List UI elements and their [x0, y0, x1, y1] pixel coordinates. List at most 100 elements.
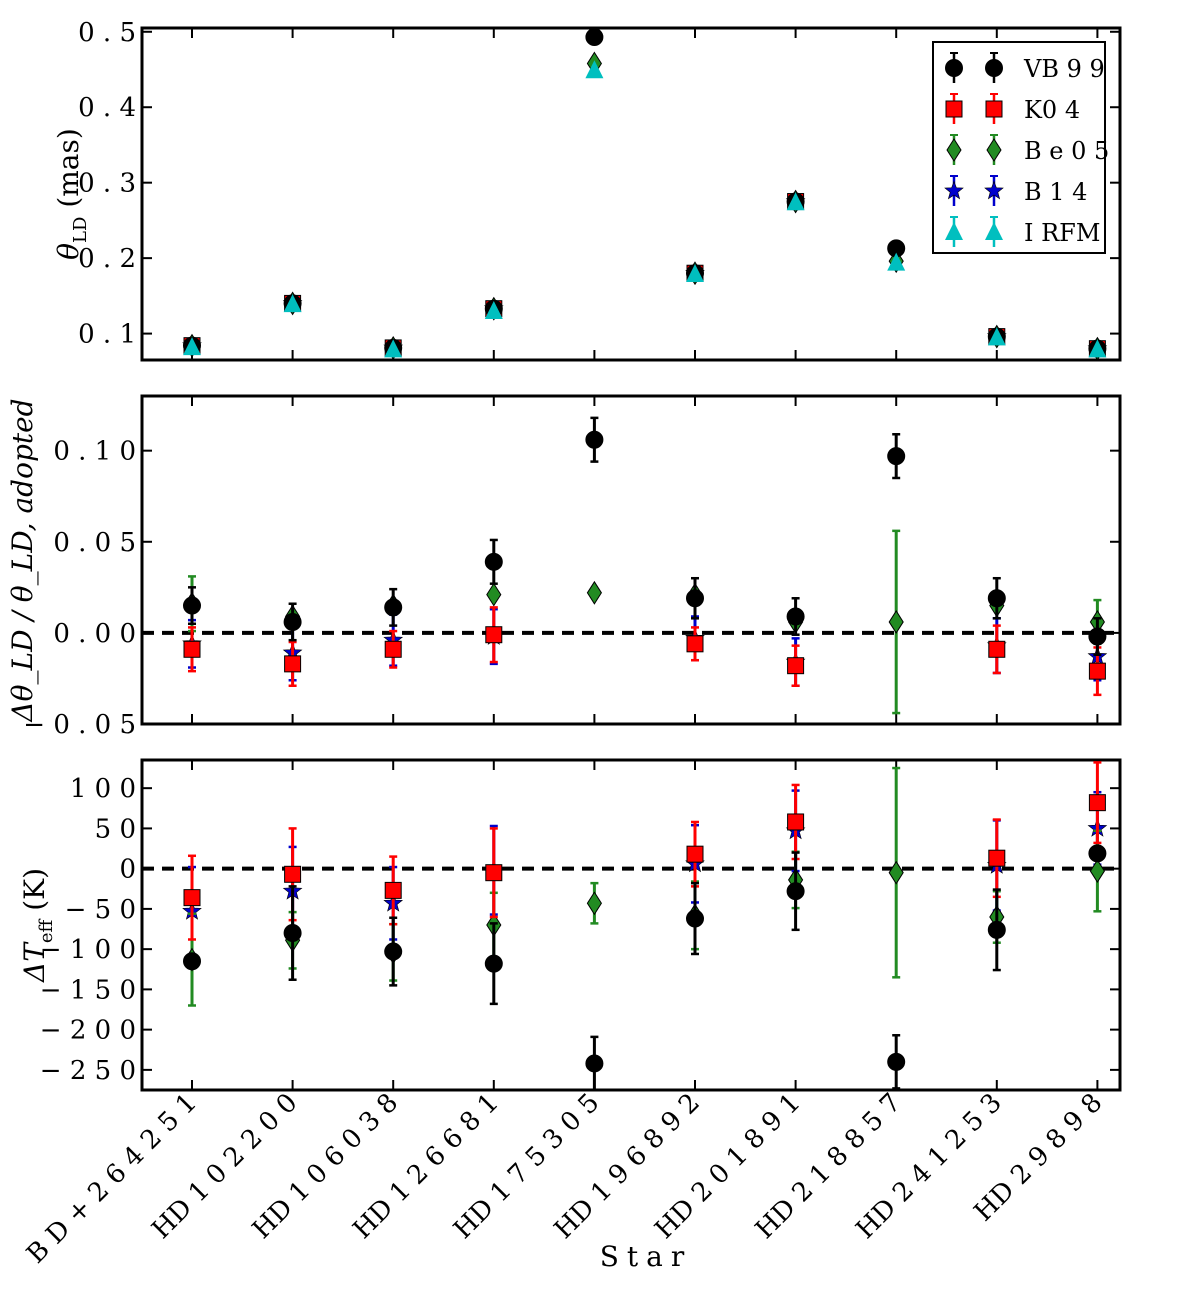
- dteff-y-tick-label: 0: [119, 855, 136, 885]
- dteff-panel: − 2 5 0 − 2 0 0 − 1 5 0 − 1 0 0 − 5 0 0 5 0 1 0…: [18, 758, 1122, 1092]
- theta-y-ticks: 0 . 1 0 . 2 0 . 3 0 . 4 0 . 5: [78, 18, 1120, 350]
- dteff-y-tick-label: − 2 5 0: [40, 1056, 136, 1086]
- dteff-point-vb99: [283, 924, 302, 943]
- theta-ylabel-main: θ: [52, 243, 85, 260]
- dtheta-y-ticks: − 0 . 0 5 0 . 0 0 0 . 0 5 0 . 1 0: [23, 437, 1120, 740]
- theta-point-irfm: [384, 339, 403, 358]
- legend-marker-be05: [946, 138, 962, 162]
- dtheta-point-k04: [686, 635, 704, 653]
- dtheta-series-be05: [184, 529, 1105, 715]
- dteff-point-vb99: [786, 882, 805, 901]
- dteff-point-k04: [787, 813, 805, 831]
- dtheta-point-k04: [1088, 662, 1106, 680]
- theta-axes-frame: [140, 26, 1122, 362]
- legend-label: B 1 4: [1024, 178, 1087, 206]
- dteff-ylabel-unit: (K): [18, 868, 51, 920]
- dteff-series-vb99: [183, 844, 1107, 1090]
- dtheta-axes-frame: [140, 394, 1122, 726]
- dtheta-plot-area: [142, 416, 1120, 715]
- theta-series-irfm: [183, 60, 1107, 358]
- dteff-point-vb99: [183, 952, 201, 971]
- legend-label: VB 9 9: [1023, 55, 1105, 83]
- legend-box: [932, 41, 1106, 254]
- dtheta-series-k04: [183, 606, 1106, 697]
- dtheta-point-vb99: [686, 589, 704, 608]
- dteff-point-k04: [686, 845, 704, 863]
- dteff-point-be05: [888, 860, 904, 885]
- theta-y-tick-label: 0 . 2: [78, 244, 136, 274]
- dtheta-y-axis-label: Δθ_LD / θ_LD, adopted: [6, 398, 39, 722]
- legend-marker-irfm: [985, 222, 1003, 240]
- dteff-x-ticks: [191, 760, 1099, 1090]
- legend-item-irfm: I RFM: [945, 216, 1100, 247]
- dteff-point-k04: [1088, 794, 1106, 812]
- legend-marker-k04: [985, 100, 1003, 118]
- theta-panel: 0 . 1 0 . 2 0 . 3 0 . 4 0 . 5 θLD (mas) VB 9…: [52, 18, 1122, 362]
- dteff-point-be05: [1089, 859, 1105, 884]
- theta-y-tick-label: 0 . 4: [78, 93, 136, 123]
- legend-marker-be05: [986, 138, 1002, 162]
- dtheta-point-k04: [183, 640, 201, 658]
- dtheta-panel: − 0 . 0 5 0 . 0 0 0 . 0 5 0 . 1 0 Δθ_LD / θ…: [6, 394, 1122, 740]
- theta-y-tick-label: 0 . 1: [78, 320, 136, 350]
- dtheta-point-k04: [284, 655, 302, 673]
- dteff-y-tick-label: − 1 5 0: [40, 975, 136, 1005]
- theta-y-tick-label: 0 . 5: [78, 18, 136, 48]
- dteff-axes-frame: [140, 758, 1122, 1092]
- dteff-series-b14: [182, 789, 1108, 957]
- dteff-y-tick-label: − 1 0 0: [40, 935, 136, 965]
- dtheta-y-tick-label: 0 . 1 0: [53, 437, 136, 467]
- dteff-plot-area: [142, 761, 1120, 1090]
- dtheta-point-vb99: [283, 612, 302, 631]
- dteff-series-k04: [183, 761, 1106, 941]
- theta-point-irfm: [786, 192, 805, 211]
- dtheta-point-vb99: [887, 447, 906, 466]
- theta-ylabel-sub: LD: [70, 217, 91, 243]
- dtheta-point-vb99: [786, 607, 805, 626]
- theta-point-vb99: [585, 28, 604, 47]
- dteff-point-be05: [586, 891, 602, 916]
- legend-marker-b14: [944, 180, 964, 200]
- dteff-point-vb99: [887, 1052, 906, 1071]
- dtheta-point-k04: [787, 657, 805, 675]
- dtheta-point-vb99: [384, 598, 403, 617]
- legend-label: B e 0 5: [1024, 137, 1109, 165]
- theta-y-tick-label: 0 . 3: [78, 169, 136, 199]
- dtheta-point-vb99: [1088, 627, 1107, 646]
- x-category-label: B D + 2 6 4 2 5 1: [21, 1088, 203, 1270]
- dtheta-series-b14: [182, 607, 1108, 687]
- dtheta-point-vb99: [987, 589, 1006, 608]
- dteff-y-tick-label: − 2 0 0: [40, 1016, 136, 1046]
- theta-point-irfm: [1088, 339, 1107, 358]
- dteff-y-tick-label: − 5 0: [65, 895, 136, 925]
- dtheta-point-be05: [486, 582, 502, 607]
- dtheta-series-vb99: [183, 416, 1107, 657]
- theta-ylabel-unit: (mas): [52, 128, 85, 216]
- dteff-point-k04: [284, 865, 302, 883]
- dtheta-y-tick-label: − 0 . 0 5: [23, 710, 136, 740]
- dtheta-point-vb99: [484, 552, 503, 571]
- dteff-y-axis-label: ΔTeff (K): [18, 868, 57, 983]
- theta-point-irfm: [183, 337, 201, 356]
- dteff-series-be05: [184, 766, 1105, 1007]
- theta-y-axis-label: θLD (mas): [52, 128, 91, 260]
- dteff-y-ticks: − 2 5 0 − 2 0 0 − 1 5 0 − 1 0 0 − 5 0 0 5 0 1 0…: [40, 774, 1120, 1086]
- dteff-point-vb99: [1088, 844, 1107, 863]
- legend-item-be05: B e 0 5: [946, 134, 1109, 165]
- dteff-point-vb99: [585, 1054, 604, 1073]
- legend-marker-vb99: [945, 59, 963, 77]
- legend-item-b14: B 1 4: [944, 175, 1087, 206]
- dteff-point-k04: [988, 849, 1006, 867]
- dtheta-point-vb99: [183, 596, 201, 615]
- legend: VB 9 9 K0 4 B e 0 5 B 1 4 I RFM: [932, 41, 1109, 254]
- dtheta-point-k04: [485, 626, 503, 644]
- dtheta-point-be05: [586, 580, 602, 605]
- dteff-point-vb99: [686, 909, 704, 928]
- legend-label: K0 4: [1024, 96, 1080, 124]
- dtheta-y-tick-label: 0 . 0 5: [53, 528, 136, 558]
- x-category-labels: B D + 2 6 4 2 5 1HD 1 0 2 2 0 0HD 1 0 6 …: [21, 1088, 1108, 1270]
- dteff-y-tick-label: 5 0: [95, 814, 136, 844]
- dteff-point-vb99: [987, 920, 1006, 939]
- legend-label: I RFM: [1024, 219, 1100, 247]
